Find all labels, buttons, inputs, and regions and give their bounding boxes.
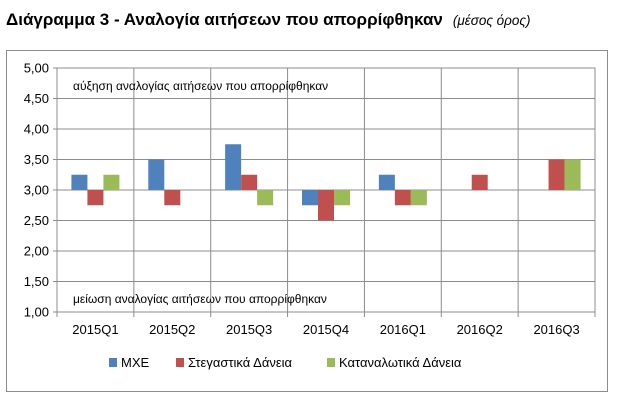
x-tick-label: 2015Q4 — [303, 322, 349, 337]
x-tick-label: 2015Q2 — [149, 322, 195, 337]
bar — [87, 190, 104, 206]
x-tick-label: 2015Q3 — [226, 322, 272, 337]
x-axis-ticks: 2015Q1 2015Q2 2015Q3 2015Q4 2016Q1 2016Q2 2016… — [72, 322, 579, 337]
y-tick-label: 4,50 — [24, 91, 49, 106]
y-tick-label: 1,50 — [24, 274, 49, 289]
legend-label: Καταναλωτικά Δάνεια — [339, 355, 462, 370]
legend-swatch — [109, 358, 117, 367]
chart-title: Διάγραμμα 3 - Αναλογία αιτήσεων που απορ… — [6, 10, 443, 29]
y-tick-label: 2,50 — [24, 213, 49, 228]
y-tick-label: 4,00 — [24, 122, 49, 137]
bar — [471, 174, 488, 190]
bar — [394, 190, 411, 206]
x-tick-label: 2015Q1 — [72, 322, 118, 337]
bar — [548, 159, 565, 190]
bar — [225, 144, 242, 190]
x-tick-label: 2016Q3 — [533, 322, 579, 337]
bar — [103, 174, 120, 190]
category-separators — [56, 68, 596, 317]
y-tick-label: 1,00 — [24, 305, 49, 320]
legend-label: Στεγαστικά Δάνεια — [188, 355, 293, 370]
annotation-increase: αύξηση αναλογίας αιτήσεων που απορρίφθηκ… — [73, 79, 328, 93]
y-tick-label: 5,00 — [24, 61, 49, 76]
bar — [410, 190, 427, 206]
bar — [257, 190, 274, 206]
bars — [71, 144, 581, 221]
x-tick-label: 2016Q1 — [380, 322, 426, 337]
y-tick-label: 3,50 — [24, 152, 49, 167]
y-tick-label: 3,00 — [24, 183, 49, 198]
legend-swatch — [176, 358, 184, 367]
bar — [164, 190, 181, 206]
bar — [378, 174, 395, 190]
bar — [148, 159, 165, 190]
legend-swatch — [327, 358, 335, 367]
bar — [334, 190, 350, 206]
bar — [241, 174, 258, 190]
bar — [302, 190, 318, 206]
legend-label: ΜΧΕ — [121, 355, 150, 370]
chart-title-row: Διάγραμμα 3 - Αναλογία αιτήσεων που απορ… — [6, 10, 530, 30]
y-axis-ticks: 1,00 1,50 2,00 2,50 3,00 3,50 4,00 4,50 5,00 — [24, 61, 57, 320]
legend: ΜΧΕ Στεγαστικά Δάνεια Καταναλωτικά Δάνεια — [109, 355, 462, 370]
bar — [318, 190, 334, 221]
x-tick-label: 2016Q2 — [457, 322, 503, 337]
annotation-decrease: μείωση αναλογίας αιτήσεων που απορρίφθηκ… — [73, 292, 327, 306]
y-tick-label: 2,00 — [24, 244, 49, 259]
bar — [71, 174, 88, 190]
chart-subtitle: (μέσος όρος) — [452, 13, 531, 28]
bar — [564, 159, 581, 190]
